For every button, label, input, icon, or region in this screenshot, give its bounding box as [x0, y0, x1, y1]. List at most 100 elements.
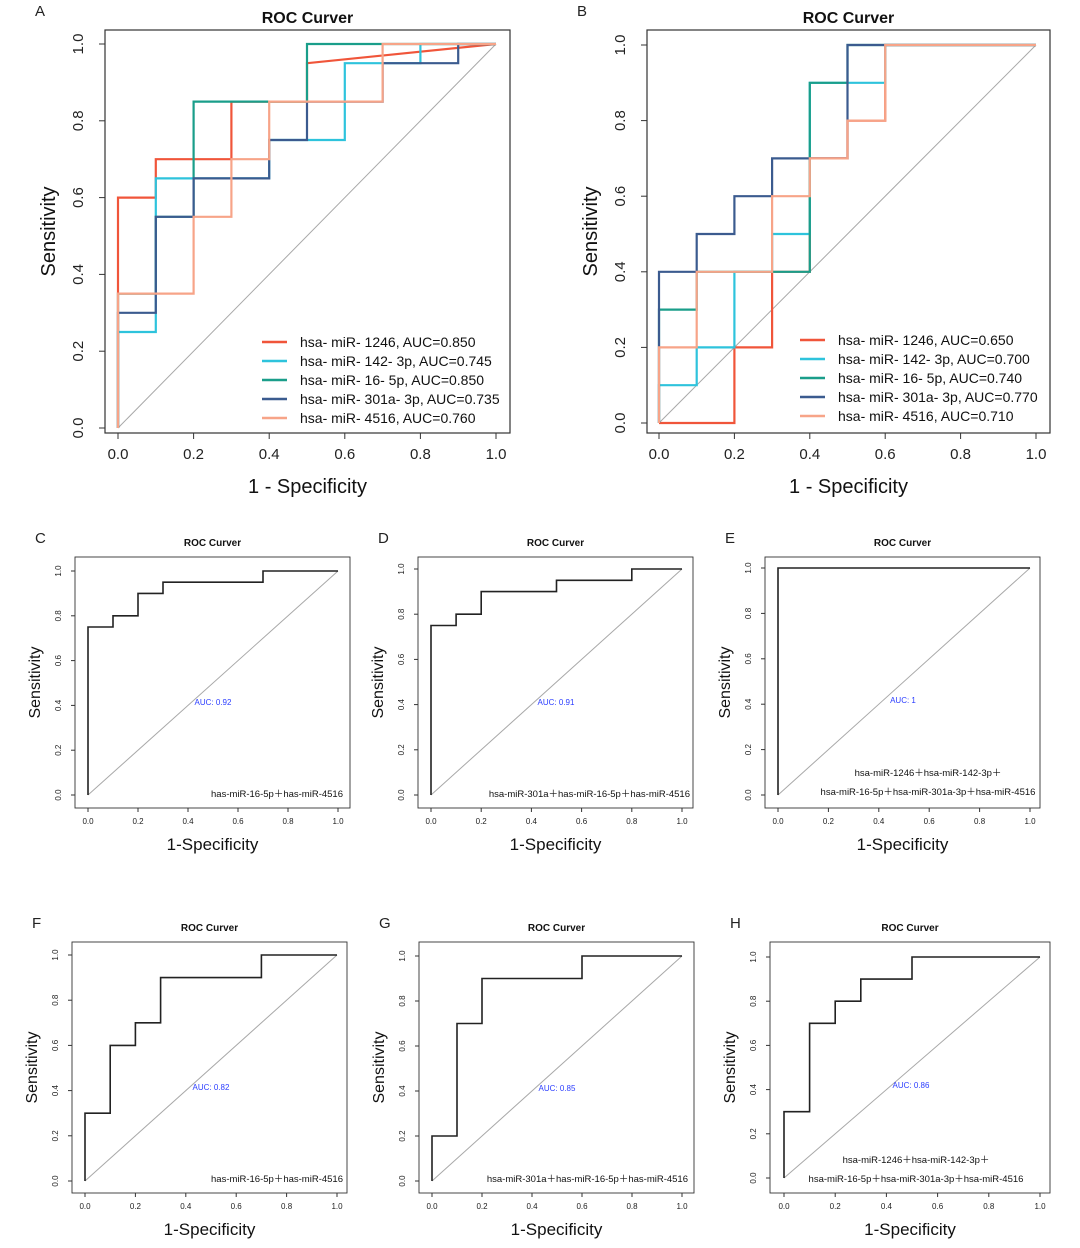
plot-frame — [71, 941, 348, 1194]
x-tick-label: 0.8 — [282, 817, 294, 826]
diagonal-reference-line — [117, 43, 497, 429]
roc-curve-series-5 — [116, 42, 496, 428]
auc-label: AUC: 0.85 — [539, 1084, 576, 1093]
y-tick-label: 1.0 — [398, 950, 407, 962]
x-tick-label: 0.4 — [259, 446, 280, 463]
y-tick-label: 0.4 — [398, 1085, 407, 1097]
x-tick-label: 0.2 — [476, 817, 488, 826]
y-tick-label: 0.6 — [398, 1040, 407, 1052]
y-tick-label: 0.6 — [397, 653, 406, 665]
legend-entry: hsa- miR- 4516, AUC=0.710 — [838, 408, 1014, 424]
y-tick-label: 1.0 — [749, 951, 758, 963]
auc-label: AUC: 0.92 — [195, 698, 232, 707]
y-tick-label: 0.4 — [54, 699, 63, 711]
roc-curve-series-1 — [431, 955, 682, 1181]
roc-curve-series-1 — [783, 956, 1040, 1178]
x-tick-label: 0.0 — [425, 817, 437, 826]
x-axis-label: 1-Specificity — [864, 1220, 956, 1239]
y-tick-label: 1.0 — [70, 34, 87, 55]
x-tick-label: 0.2 — [830, 1202, 842, 1211]
y-tick-label: 0.4 — [70, 264, 87, 285]
y-axis-label: Sensitivity — [580, 186, 602, 276]
x-tick-label: 0.4 — [526, 817, 538, 826]
diagonal-reference-line — [777, 567, 1031, 796]
auc-label: AUC: 0.91 — [538, 698, 575, 707]
x-axis-label: 1-Specificity — [857, 835, 949, 854]
y-tick-label: 0.6 — [54, 654, 63, 666]
y-axis-label: Sensitivity — [27, 646, 44, 718]
y-tick-label: 0.4 — [51, 1084, 60, 1096]
combination-annotation: hsa-miR-1246＋hsa-miR-142-3p＋ — [855, 768, 1002, 779]
panel-f: F ROC Curver 0.0 0.2 0.4 0.6 0.8 1.0 0.0 0.2 0.4 0.… — [24, 915, 348, 1239]
x-tick-label: 1.0 — [1026, 446, 1047, 463]
y-tick-label: 0.8 — [749, 995, 758, 1007]
x-tick-label: 0.4 — [799, 446, 820, 463]
chart-title: ROC Curver — [874, 538, 931, 549]
y-tick-label: 0.4 — [749, 1083, 758, 1095]
x-tick-label: 0.8 — [626, 817, 638, 826]
panel-letter: H — [730, 915, 741, 932]
panel-letter: D — [378, 530, 389, 547]
chart-title: ROC Curver — [803, 10, 895, 27]
y-tick-label: 0.6 — [70, 187, 87, 208]
x-tick-label: 0.6 — [576, 817, 588, 826]
y-tick-label: 0.8 — [70, 110, 87, 131]
legend-entry: hsa- miR- 1246, AUC=0.850 — [300, 334, 476, 350]
y-tick-label: 1.0 — [744, 562, 753, 574]
x-axis-label: 1-Specificity — [511, 1220, 603, 1239]
x-tick-label: 0.6 — [232, 817, 244, 826]
x-tick-label: 0.0 — [772, 817, 784, 826]
diagonal-reference-line — [783, 956, 1041, 1179]
x-tick-label: 0.8 — [974, 817, 986, 826]
combination-annotation: hsa-miR-16-5p＋hsa-miR-301a-3p＋hsa-miR-45… — [809, 1174, 1024, 1185]
y-tick-label: 0.0 — [51, 1175, 60, 1187]
x-tick-label: 1.0 — [331, 1202, 343, 1211]
legend-entry: hsa- miR- 142- 3p, AUC=0.700 — [838, 351, 1030, 367]
y-axis-label: Sensitivity — [370, 646, 387, 718]
y-tick-label: 1.0 — [51, 949, 60, 961]
y-axis-label: Sensitivity — [24, 1031, 41, 1103]
x-tick-label: 1.0 — [676, 817, 688, 826]
y-tick-label: 0.2 — [749, 1128, 758, 1140]
x-tick-label: 0.6 — [932, 1202, 944, 1211]
legend-entry: hsa- miR- 1246, AUC=0.650 — [838, 332, 1014, 348]
x-axis-label: 1 - Specificity — [789, 476, 908, 498]
y-tick-label: 0.0 — [612, 413, 629, 434]
x-axis-label: 1-Specificity — [510, 835, 602, 854]
legend-entry: hsa- miR- 301a- 3p, AUC=0.770 — [838, 389, 1038, 405]
x-tick-label: 0.2 — [183, 446, 204, 463]
x-tick-label: 0.8 — [983, 1202, 995, 1211]
y-tick-label: 0.4 — [397, 698, 406, 710]
x-tick-label: 0.8 — [950, 446, 971, 463]
y-tick-label: 0.2 — [397, 744, 406, 756]
x-tick-label: 1.0 — [332, 817, 344, 826]
x-tick-label: 0.0 — [108, 446, 129, 463]
combination-annotation: has-miR-16-5p＋has-miR-4516 — [211, 1174, 343, 1185]
chart-title: ROC Curver — [527, 538, 584, 549]
y-tick-label: 0.0 — [398, 1175, 407, 1187]
x-tick-label: 0.0 — [79, 1202, 91, 1211]
x-tick-label: 0.6 — [231, 1202, 243, 1211]
plot-frame — [417, 556, 694, 809]
y-tick-label: 0.8 — [398, 995, 407, 1007]
diagonal-reference-line — [84, 954, 338, 1182]
y-axis-label: Sensitivity — [717, 646, 734, 718]
auc-label: AUC: 1 — [890, 696, 916, 705]
x-tick-label: 0.0 — [649, 446, 670, 463]
combination-annotation: hsa-miR-16-5p＋hsa-miR-301a-3p＋hsa-miR-45… — [821, 787, 1036, 798]
y-tick-label: 0.0 — [54, 789, 63, 801]
roc-curve-series-5 — [657, 43, 1036, 423]
y-tick-label: 0.8 — [397, 608, 406, 620]
diagonal-reference-line — [87, 570, 339, 796]
y-tick-label: 1.0 — [397, 563, 406, 575]
plot-frame — [104, 29, 511, 434]
x-tick-label: 1.0 — [486, 446, 507, 463]
x-axis-label: 1 - Specificity — [248, 476, 367, 498]
x-axis-label: 1-Specificity — [167, 835, 259, 854]
panel-c: C ROC Curver 0.0 0.2 0.4 0.6 0.8 1.0 0.0 0.2 0.4 0.… — [27, 530, 351, 854]
chart-title: ROC Curver — [184, 538, 241, 549]
y-tick-label: 1.0 — [54, 565, 63, 577]
diagonal-reference-line — [658, 44, 1037, 424]
auc-label: AUC: 0.86 — [893, 1081, 930, 1090]
